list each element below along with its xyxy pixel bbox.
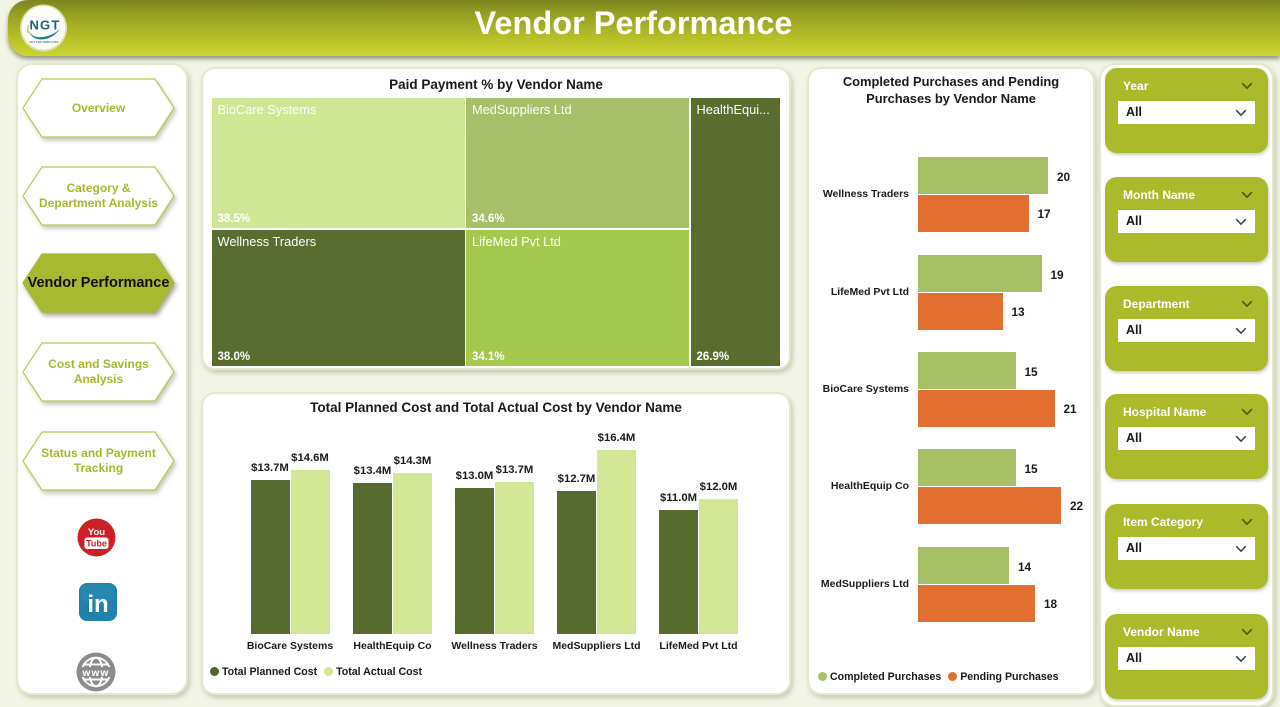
svg-text:NGT FOR TEMPLATES: NGT FOR TEMPLATES [30,40,59,44]
svg-text:You: You [88,527,105,538]
svg-text:in: in [87,591,108,618]
svg-text:NGT: NGT [29,18,60,33]
svg-text:Tube: Tube [86,539,107,549]
svg-text:www: www [82,668,110,679]
